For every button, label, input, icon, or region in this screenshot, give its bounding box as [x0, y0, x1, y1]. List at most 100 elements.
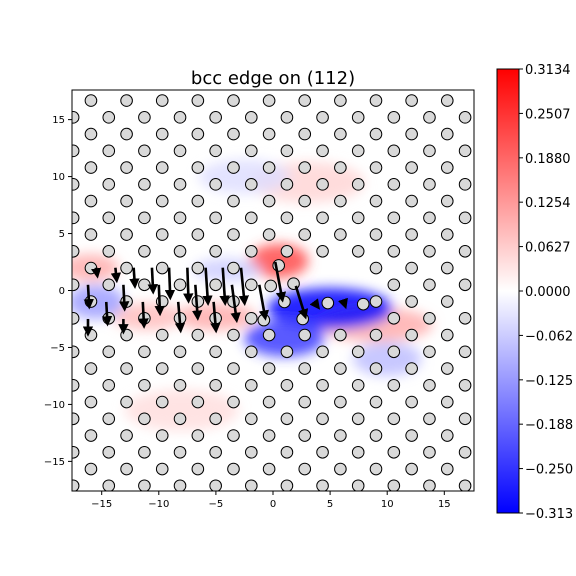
atom-marker: [209, 245, 222, 258]
atom-marker: [191, 362, 205, 375]
atom-marker: [262, 395, 276, 409]
atom-marker: [138, 111, 151, 124]
atom-marker: [334, 228, 347, 241]
atom-marker: [298, 127, 312, 141]
atom-marker: [428, 90, 431, 91]
colorbar-tick-label: −0.188: [525, 418, 573, 433]
atom-marker: [458, 378, 472, 392]
atom-marker: [102, 178, 116, 191]
atom-marker: [387, 412, 401, 426]
atom-marker: [191, 161, 205, 174]
atom-marker: [387, 378, 401, 392]
atom-marker: [334, 94, 347, 107]
displacement-arrow: [294, 285, 309, 320]
atom-marker: [423, 278, 436, 292]
atom-marker: [280, 412, 294, 426]
atom-marker: [84, 94, 98, 107]
atom-marker: [120, 194, 133, 208]
atom-marker: [369, 395, 383, 409]
atom-marker: [209, 345, 222, 359]
atom-marker: [440, 362, 454, 375]
atom-marker: [335, 497, 347, 509]
atom-marker: [245, 144, 258, 158]
atom-marker: [440, 462, 454, 476]
atom-marker: [84, 194, 98, 208]
atom-marker: [174, 45, 186, 57]
atom-marker: [155, 94, 169, 107]
atom-marker: [423, 111, 436, 124]
atom-marker: [245, 311, 258, 325]
atom-marker: [405, 261, 418, 275]
colorbar-tick-label: −0.250: [525, 463, 573, 478]
displacement-arrow: [83, 284, 94, 310]
heatmap-blob: [193, 258, 262, 282]
atom-marker: [143, 90, 146, 91]
atom-marker: [227, 429, 240, 442]
atom-marker: [441, 61, 453, 73]
displacement-arrow: [138, 301, 149, 329]
atom-marker: [369, 194, 383, 208]
atom-marker: [388, 513, 400, 525]
atom-marker: [227, 194, 240, 208]
displacement-arrow: [274, 261, 287, 303]
atom-marker: [459, 513, 471, 525]
atom-marker: [280, 144, 294, 158]
atom-marker: [316, 211, 329, 225]
atom-marker: [173, 445, 187, 459]
colorbar-tick-label: 0.1254: [525, 196, 571, 211]
atom-marker: [352, 513, 364, 525]
atom-marker: [84, 429, 98, 442]
atom-marker: [458, 479, 472, 491]
atom-marker: [209, 144, 222, 158]
atom-marker: [281, 45, 293, 57]
atom-marker: [72, 479, 80, 491]
atom-marker: [280, 178, 294, 191]
y-tick-label: 0: [59, 286, 65, 297]
atom-marker: [209, 445, 222, 459]
displacement-arrow: [338, 297, 348, 310]
atom-marker: [173, 111, 187, 124]
atom-marker: [84, 161, 98, 174]
displacement-arrow: [183, 267, 194, 304]
atom-marker: [173, 278, 187, 292]
atom-marker: [227, 127, 240, 141]
colorbar-tick-label: 0.3134: [525, 63, 571, 78]
atom-marker: [155, 462, 169, 476]
atom-marker: [120, 328, 133, 342]
atom-marker: [120, 462, 133, 476]
atom-marker: [209, 211, 222, 225]
atom-marker: [458, 345, 472, 359]
colorbar-tick-label: 0.0627: [525, 241, 571, 256]
atom-marker: [406, 497, 418, 509]
displacement-arrow: [210, 301, 221, 334]
atom-marker: [262, 362, 276, 375]
atom-marker: [227, 328, 240, 342]
colorbar-tick-label: −0.062: [525, 329, 573, 344]
atom-marker: [352, 45, 364, 57]
atom-marker: [423, 178, 436, 191]
atom-marker: [120, 127, 133, 141]
atom-marker: [369, 94, 383, 107]
atom-marker: [387, 245, 401, 258]
atom-marker: [369, 429, 383, 442]
atom-marker: [262, 161, 276, 174]
atom-marker: [245, 278, 258, 292]
atom-marker: [316, 245, 329, 258]
atom-marker: [191, 94, 205, 107]
atom-marker: [139, 45, 151, 57]
atom-marker: [280, 445, 294, 459]
atom-marker: [227, 228, 240, 241]
atom-marker: [424, 513, 436, 525]
atom-marker: [120, 228, 133, 241]
atom-marker: [138, 144, 151, 158]
atom-marker: [458, 144, 472, 158]
atom-marker: [299, 497, 311, 509]
atom-marker: [245, 345, 258, 359]
atom-marker: [440, 228, 454, 241]
atom-marker: [280, 479, 294, 491]
atom-marker: [102, 111, 116, 124]
atom-marker: [138, 245, 151, 258]
displacement-arrow: [238, 267, 250, 307]
atom-marker: [405, 295, 418, 308]
atom-marker: [103, 513, 115, 525]
